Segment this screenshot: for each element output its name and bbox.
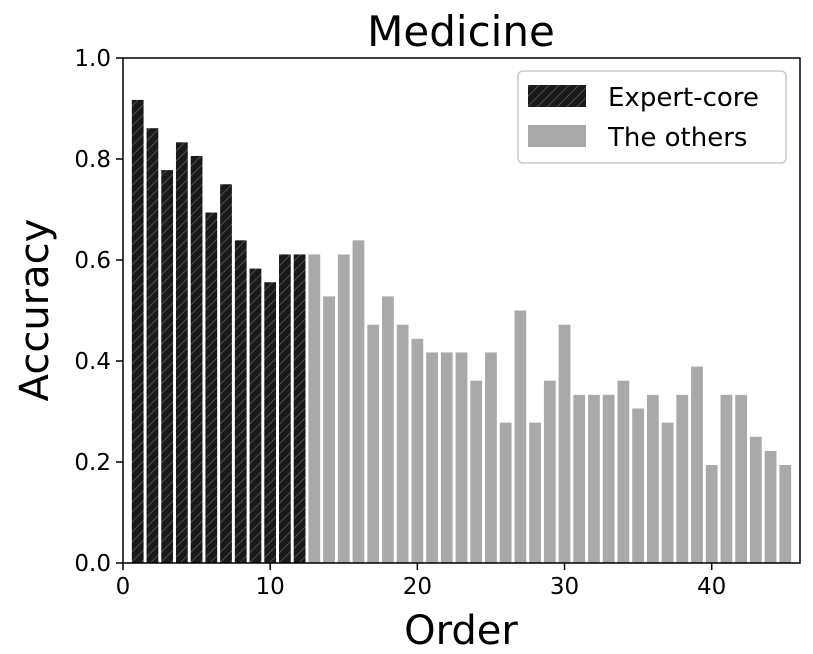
bar-the-others-28 <box>529 422 541 563</box>
bar-expert-core-9 <box>249 268 262 563</box>
bar-expert-core-8 <box>234 240 247 563</box>
bar-the-others-45 <box>779 465 792 563</box>
bar-expert-core-4 <box>175 142 188 563</box>
y-tick-label: 1.0 <box>74 46 111 72</box>
bar-the-others-23 <box>455 352 468 563</box>
bars-group <box>131 99 792 564</box>
bar-expert-core-11 <box>279 254 291 563</box>
bar-the-others-21 <box>426 352 438 563</box>
bar-expert-core-3 <box>161 170 174 564</box>
bar-the-others-19 <box>396 324 409 563</box>
bar-the-others-39 <box>691 366 703 563</box>
x-tick-label: 0 <box>116 574 131 600</box>
bar-the-others-34 <box>617 380 630 563</box>
bar-the-others-20 <box>411 338 424 563</box>
bar-the-others-15 <box>337 254 350 563</box>
bar-the-others-29 <box>543 380 556 563</box>
bar-the-others-30 <box>558 324 571 563</box>
x-tick-label: 30 <box>550 574 579 600</box>
legend: Expert-core The others <box>517 70 787 164</box>
y-tick-label: 0.6 <box>74 248 111 274</box>
x-tick-label: 40 <box>697 574 726 600</box>
y-axis-label: Accuracy <box>12 219 58 402</box>
bar-the-others-40 <box>705 465 718 563</box>
bar-expert-core-5 <box>190 155 203 563</box>
y-tick-label: 0.2 <box>74 450 111 476</box>
bar-the-others-16 <box>352 240 365 563</box>
bar-the-others-42 <box>735 394 748 563</box>
x-axis-label: Order <box>404 608 518 654</box>
bar-the-others-31 <box>573 394 586 563</box>
bar-the-others-13 <box>308 254 321 563</box>
bar-the-others-17 <box>367 324 380 563</box>
y-axis-ticks: 0.0 0.2 0.4 0.6 0.8 1.0 <box>74 46 123 577</box>
bar-the-others-38 <box>676 394 689 563</box>
plot-frame <box>122 57 801 564</box>
bar-the-others-37 <box>661 422 674 563</box>
y-tick-label: 0.8 <box>74 147 111 173</box>
bar-the-others-26 <box>499 422 512 563</box>
bar-the-others-33 <box>602 394 615 563</box>
legend-swatch-expert-core <box>528 85 586 107</box>
bar-the-others-43 <box>749 436 762 563</box>
bar-the-others-44 <box>764 450 777 563</box>
y-tick-label: 0.0 <box>74 551 111 577</box>
legend-label-expert-core: Expert-core <box>608 83 759 113</box>
legend-swatch-the-others <box>528 125 586 147</box>
x-tick-label: 10 <box>256 574 285 600</box>
chart-title: Medicine <box>367 7 555 56</box>
bar-expert-core-12 <box>293 254 306 563</box>
bar-expert-core-6 <box>205 212 218 563</box>
bar-the-others-35 <box>632 408 644 563</box>
bar-the-others-32 <box>588 394 600 563</box>
bar-the-others-36 <box>646 394 659 563</box>
bar-expert-core-7 <box>220 184 232 563</box>
legend-label-the-others: The others <box>607 123 747 153</box>
bar-expert-core-2 <box>146 128 159 563</box>
bar-the-others-27 <box>514 310 527 563</box>
bar-expert-core-10 <box>264 282 277 563</box>
bar-the-others-14 <box>323 296 335 563</box>
bar-the-others-18 <box>382 296 394 563</box>
y-tick-label: 0.4 <box>74 349 111 375</box>
bar-the-others-41 <box>720 394 733 563</box>
x-tick-label: 20 <box>403 574 432 600</box>
bar-the-others-22 <box>440 352 453 563</box>
bar-the-others-25 <box>485 352 497 563</box>
bar-expert-core-1 <box>131 99 144 563</box>
x-axis-ticks: 0 10 20 30 40 <box>116 563 726 600</box>
bar-the-others-24 <box>470 380 483 563</box>
